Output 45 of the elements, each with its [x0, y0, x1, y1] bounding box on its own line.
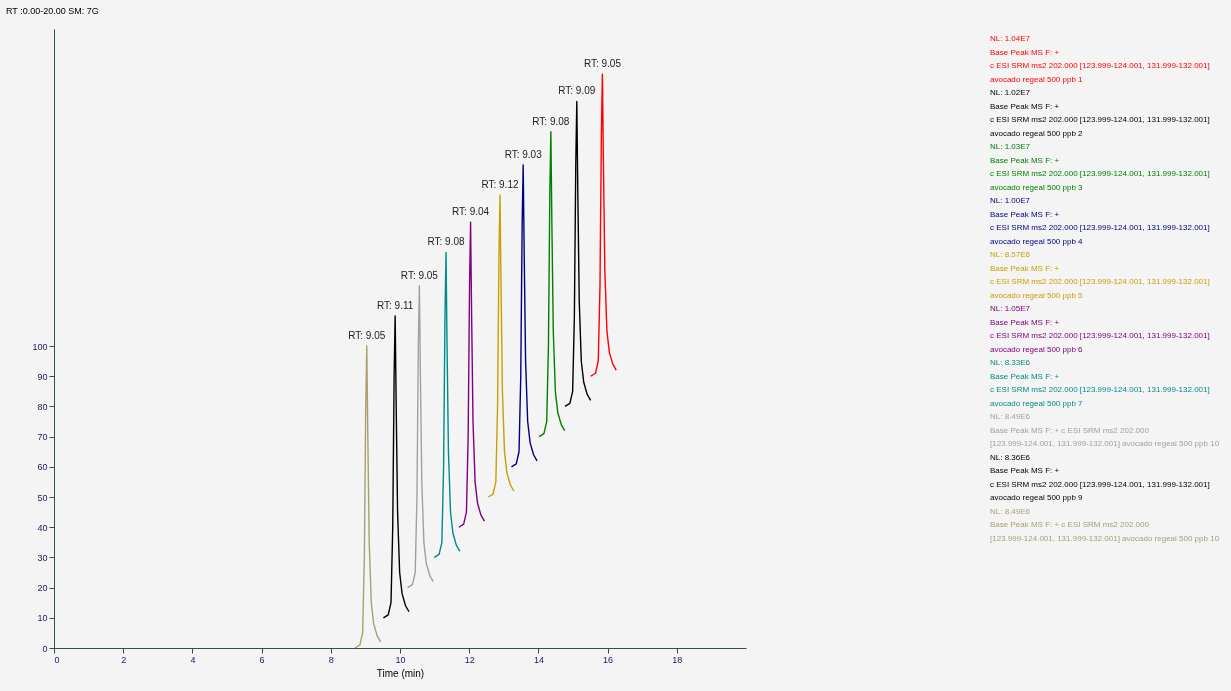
y-tick-label: 0	[42, 643, 48, 654]
y-tick-label: 100	[32, 341, 48, 352]
x-tick-label: 2	[121, 654, 127, 665]
x-tick-label: 14	[533, 654, 544, 665]
text: NL: 1.04E7 Base Peak MS F: + c ESI SRM ms2 202.000 [123.999-124.001, 131.999-132.001] avocado regeal 500 ppb 1	[990, 33, 1211, 86]
annotation: RT: 9.08	[532, 115, 570, 127]
annotation: RT: 9.08	[427, 236, 465, 248]
y-tick-label: 20	[37, 583, 48, 594]
y-tick-label: 70	[37, 432, 48, 443]
x-tick-label: 10	[395, 654, 406, 665]
annotation: RT: 9.12	[481, 179, 519, 191]
x-tick-label: 18	[672, 654, 683, 665]
text: NL: 8.36E6 Base Peak MS F: + c ESI SRM ms2 202.000 [123.999-124.001, 131.999-132.001] avocado regeal 500 ppb 9	[990, 451, 1211, 504]
annotation: RT: 9.11	[376, 299, 414, 311]
text: NL: 8.49E6 Base Peak MS F: + c ESI SRM ms2 202.000 [123.999-124.001, 131.999-132.001] avocado regeal 500 ppb 10	[990, 411, 1221, 450]
text: NL: 1.03E7 Base Peak MS F: + c ESI SRM ms2 202.000 [123.999-124.001, 131.999-132.001] avocado regeal 500 ppb 3	[990, 141, 1211, 194]
y-tick-label: 10	[37, 613, 48, 624]
annotation: RT: 9.05	[583, 58, 622, 70]
x-tick-label: 16	[603, 654, 614, 665]
x-tick-label: 8	[328, 654, 334, 665]
text: NL: 8.49E6 Base Peak MS F: + c ESI SRM ms2 202.000 [123.999-124.001, 131.999-132.001] avocado regeal 500 ppb 10	[990, 505, 1221, 545]
annotation: RT: 9.04	[452, 206, 490, 218]
annotation: RT: 9.09	[558, 85, 596, 97]
text: NL: 8.33E6 Base Peak MS F: + c ESI SRM ms2 202.000 [123.999-124.001, 131.999-132.001] avocado regeal 500 ppb 7	[990, 357, 1211, 410]
text: NL: 8.57E6 Base Peak MS F: + c ESI SRM ms2 202.000 [123.999-124.001, 131.999-132.001] avocado regeal 500 ppb 5	[990, 249, 1211, 302]
x-tick-label: 12	[464, 654, 475, 665]
text: NL: 1.05E7 Base Peak MS F: + c ESI SRM ms2 202.000 [123.999-124.001, 131.999-132.001] avocado regeal 500 ppb 6	[990, 303, 1211, 356]
annotation: RT: 9.03	[504, 148, 543, 160]
y-tick-label: 40	[37, 522, 48, 533]
line-series	[354, 345, 382, 649]
y-tick-label: 80	[37, 401, 48, 412]
y-tick-label: 30	[37, 552, 48, 563]
text: NL: 1.00E7 Base Peak MS F: + c ESI SRM ms2 202.000 [123.999-124.001, 131.999-132.001] avocado regeal 500 ppb 4	[990, 195, 1211, 248]
y-tick-label: 60	[37, 462, 48, 473]
annotation: RT: 9.05	[348, 330, 386, 342]
y-tick-label: 90	[37, 371, 48, 382]
text: RT :0.00-20.00 SM: 7G	[6, 6, 99, 16]
text: NL: 1.02E7 Base Peak MS F: + c ESI SRM ms2 202.000 [123.999-124.001, 131.999-132.001] avocado regeal 500 ppb 2	[990, 87, 1211, 140]
x-tick-label: 4	[190, 654, 196, 665]
line-series	[487, 194, 515, 498]
x-axis-title: Time (min)	[376, 667, 425, 679]
x-tick-label: 0	[54, 654, 60, 665]
y-tick-label: 50	[37, 492, 48, 503]
annotation: RT: 9.05	[400, 269, 439, 281]
x-tick-label: 6	[259, 654, 265, 665]
